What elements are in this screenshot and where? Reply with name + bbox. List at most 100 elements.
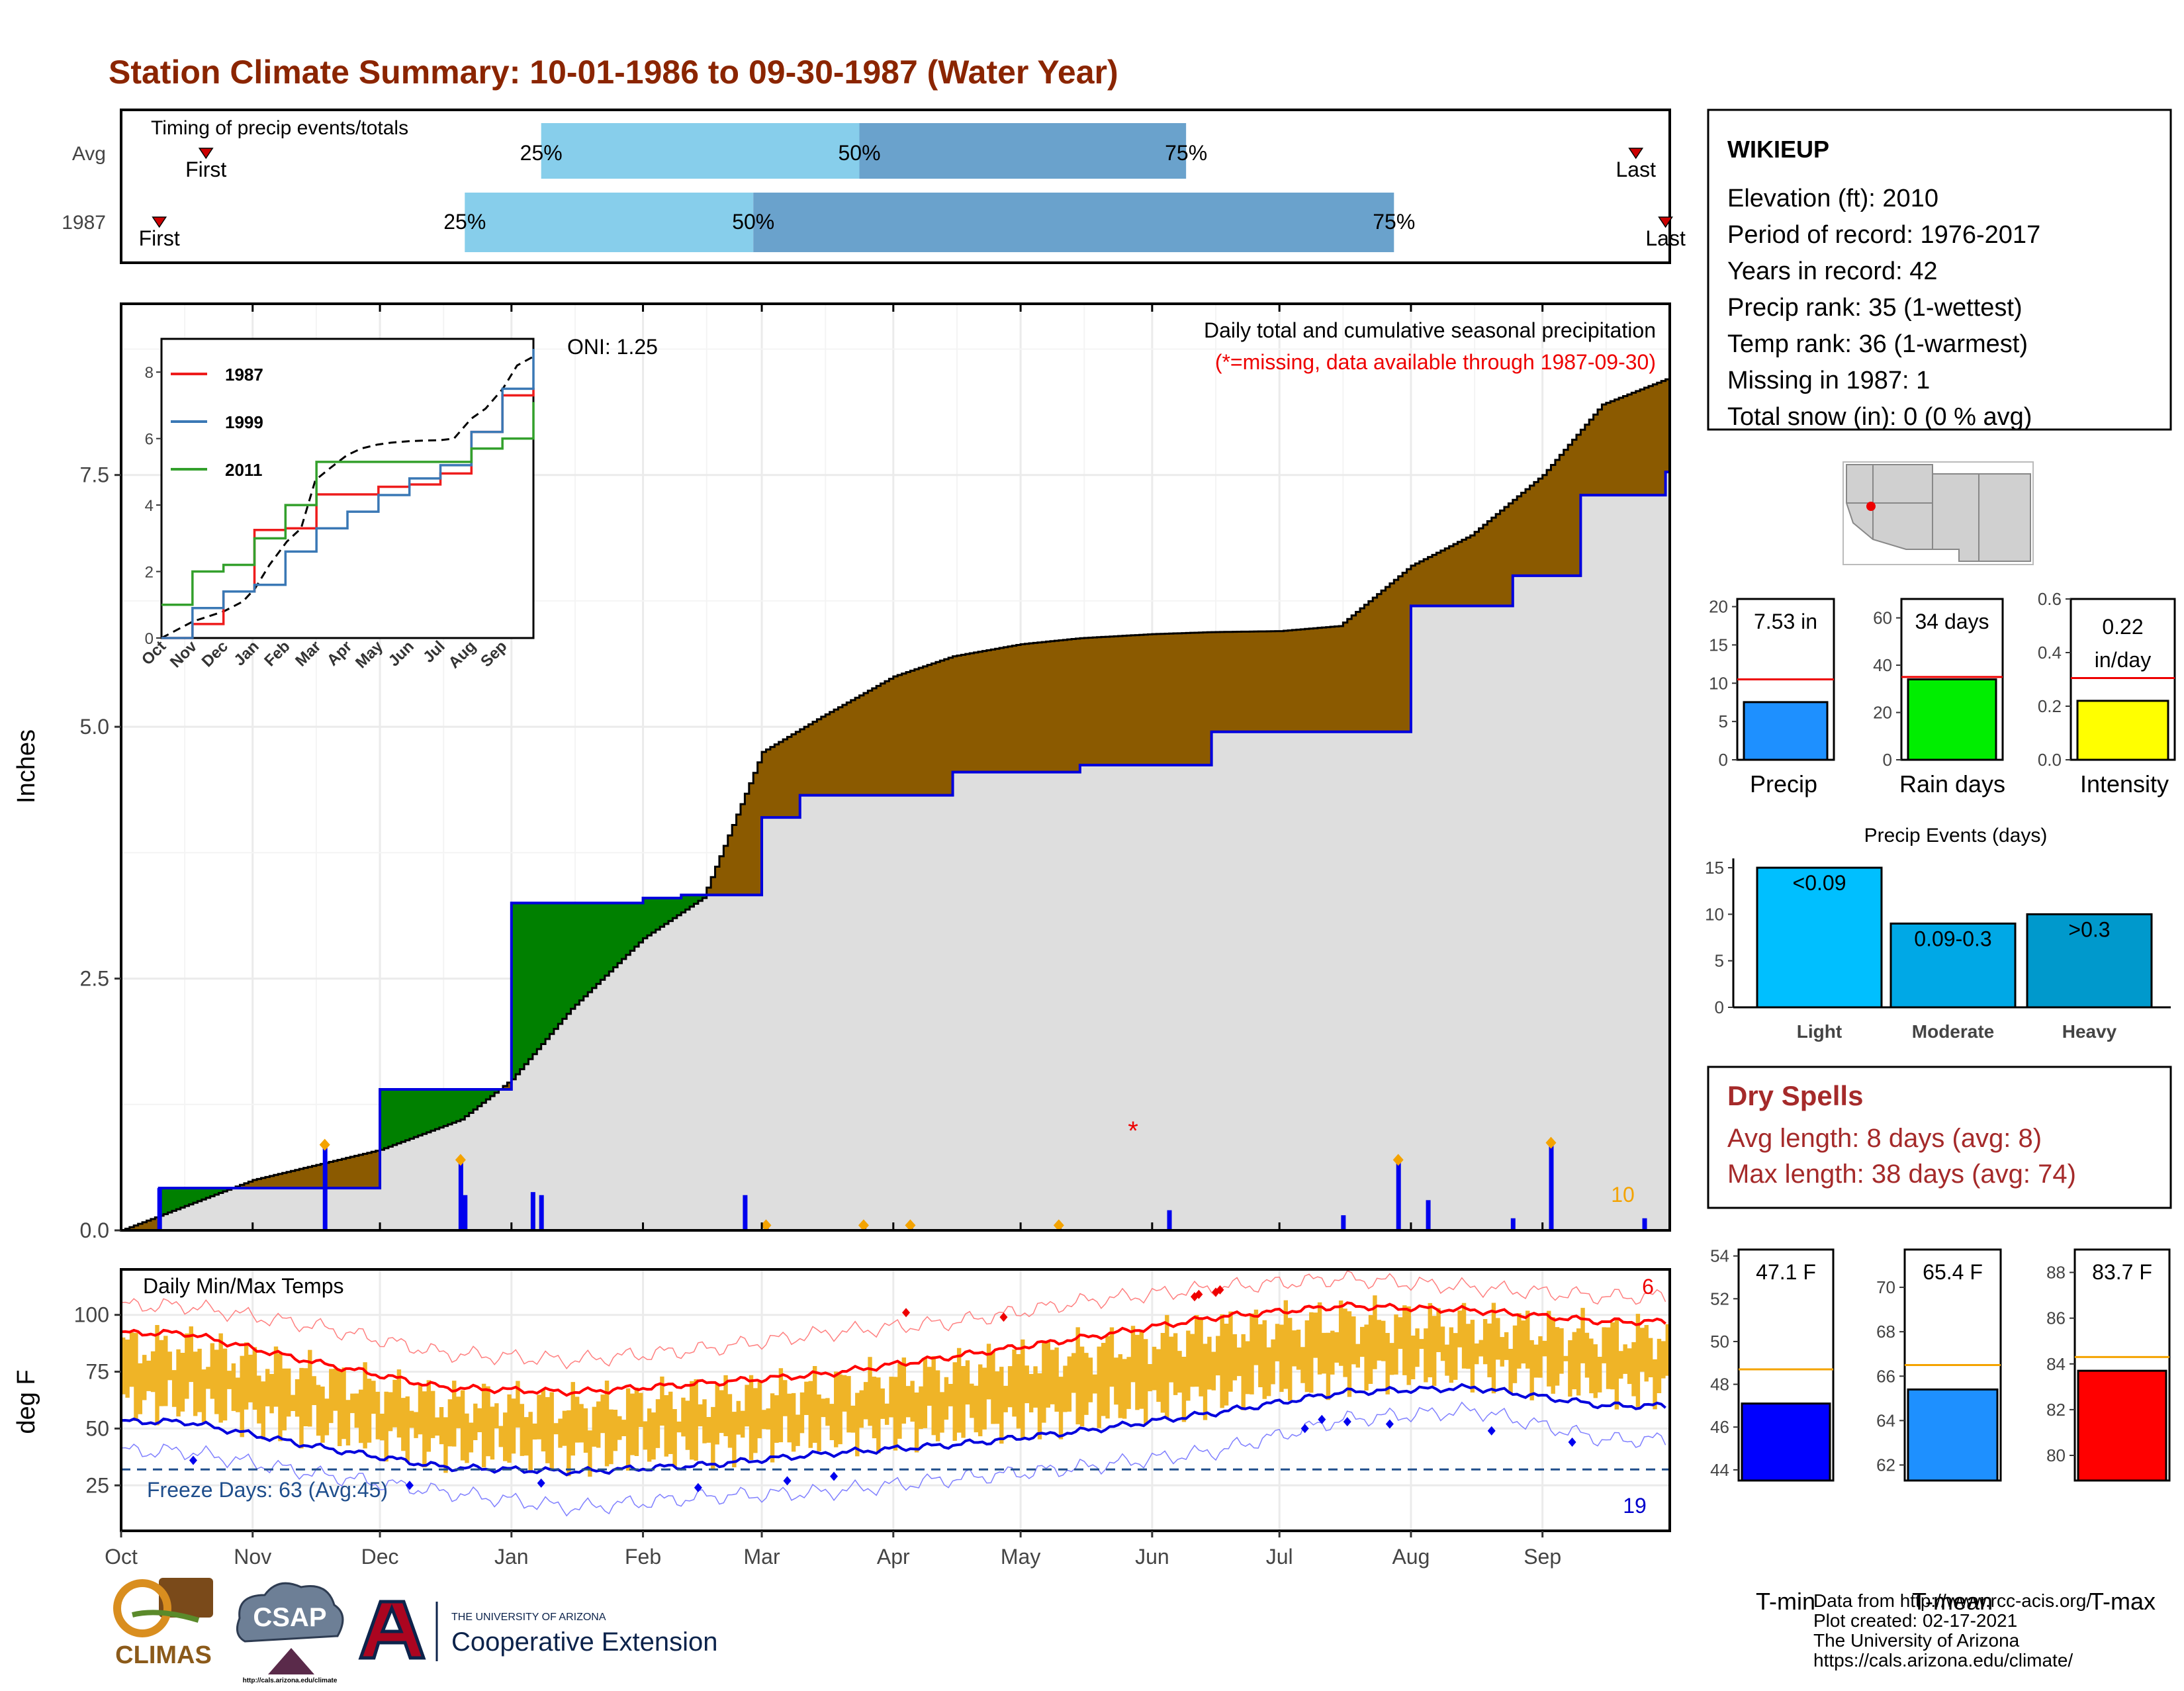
intensity-summary-value-text: 0.22	[2102, 615, 2143, 639]
timing-bar-q25-q50	[541, 123, 860, 179]
temp-summary-bars: 44 46 48 50 52 54 47.1 F 62 64 66 68 70 65.4 F 80 82 84…	[1710, 1246, 2171, 1482]
tmean-summary-ytick-label: 66	[1876, 1366, 1895, 1386]
daily-precip-bar	[458, 1160, 463, 1230]
daily-precip-bar	[1396, 1160, 1401, 1230]
ytick-label: 5.0	[80, 715, 109, 739]
month-label: Jul	[1266, 1545, 1293, 1569]
station-line-elevation: Elevation (ft): 2010	[1727, 185, 1938, 212]
raindays-summary-ytick-label: 20	[1873, 703, 1892, 723]
precip-summary-ytick-label: 15	[1709, 635, 1728, 655]
month-label: Mar	[744, 1545, 780, 1569]
intensity-summary-ytick-label: 0.2	[2038, 696, 2062, 716]
station-line-years: Years in record: 42	[1727, 257, 1938, 285]
inset-average-line	[161, 356, 533, 639]
csap-logo-text: CSAP	[253, 1603, 326, 1632]
extreme-event-diamond	[319, 1138, 330, 1151]
timing-label-75: 75%	[1165, 141, 1207, 165]
daily-precip-bar	[743, 1195, 748, 1230]
station-info-frame	[1707, 109, 2172, 431]
precip-panel: 0.0 2.5 5.0 7.5 Inches ONI: 1.25 Daily tota…	[13, 302, 1671, 1242]
tmax-bar-label: T-max	[2089, 1588, 2156, 1615]
climas-logo-backdrop	[159, 1578, 213, 1618]
events-bar-range: >0.3	[2068, 917, 2110, 941]
temp-ytick-label: 50	[85, 1416, 109, 1440]
daily-precip-bar	[1549, 1142, 1554, 1230]
tmax-summary-ytick-label: 82	[2046, 1400, 2066, 1420]
precip-panel-frame	[120, 302, 1671, 1232]
daily-precip-bar	[539, 1195, 544, 1230]
tmax-summary-ytick-label: 88	[2046, 1263, 2066, 1283]
raindays-summary-ytick-label: 0	[1883, 750, 1892, 770]
events-ytick-label: 0	[1715, 997, 1724, 1017]
extreme-event-diamond	[858, 1219, 869, 1232]
precip-summary-ytick-label: 0	[1719, 750, 1728, 770]
month-axis-labels: Oct Nov Dec Jan Feb Mar Apr May Jun Jul Aug Sep	[105, 1531, 1561, 1569]
csap-logo-url: http://cals.arizona.edu/climate	[243, 1677, 338, 1684]
tmin-bar-label: T-min	[1756, 1588, 1815, 1615]
record-high-marker	[1195, 1289, 1203, 1299]
record-low-marker	[1385, 1419, 1394, 1429]
temp-yticks: 25 50 75 100	[74, 1303, 121, 1497]
record-low-marker	[694, 1483, 702, 1492]
max-event-count: 10	[1611, 1183, 1635, 1207]
raindays-summary-value-text: 34 days	[1915, 610, 1989, 633]
month-label: Aug	[1392, 1545, 1430, 1569]
summary-bars: 0 5 10 15 20 7.53 in 0 20 40 60 34 days 0.0 0.2 0.4 0.…	[1709, 589, 2176, 770]
events-bar-name: Light	[1797, 1021, 1842, 1042]
record-low-marker	[189, 1455, 197, 1465]
precip-deficit-area	[236, 1150, 381, 1189]
legend-label-1987: 1987	[225, 365, 263, 385]
tmean-summary-ytick-label: 64	[1876, 1410, 1895, 1430]
timing-bar-q25-q50	[465, 193, 754, 252]
events-bar-range: 0.09-0.3	[1914, 927, 1991, 950]
temp-ytick-label: 100	[74, 1303, 109, 1327]
daily-precip-bar	[1510, 1218, 1516, 1230]
month-label: May	[1001, 1545, 1040, 1569]
daily-precip-bar	[1341, 1215, 1346, 1230]
inset-ytick-label: 0	[145, 630, 154, 648]
events-chart: 0 5 10 15 <0.09 Light 0.09-0.3 Moderate >0.3 Heav…	[1705, 858, 2171, 1042]
precip-subtitle: Daily total and cumulative seasonal prec…	[1204, 318, 1656, 342]
tmax-summary-ytick-label: 84	[2046, 1354, 2066, 1374]
ua-logo-small-text: THE UNIVERSITY OF ARIZONA	[451, 1612, 606, 1623]
climas-logo-sun	[113, 1579, 171, 1637]
temp-panel-frame	[120, 1268, 1671, 1532]
events-bar-heavy	[2026, 913, 2153, 1009]
events-bar-name: Heavy	[2062, 1021, 2117, 1042]
precip-bar-label: Precip	[1750, 770, 1817, 798]
month-label: Sep	[1524, 1545, 1561, 1569]
raindays-summary-ytick-label: 40	[1873, 655, 1892, 675]
record-low-marker	[537, 1478, 545, 1488]
daily-temp-range-bars	[121, 1295, 1670, 1477]
record-low-marker	[1487, 1426, 1496, 1436]
tmean-summary-ytick-label: 68	[1876, 1322, 1895, 1342]
tmin-summary-ytick-label: 52	[1710, 1289, 1729, 1308]
footer-line-url: https://cals.arizona.edu/climate/	[1813, 1650, 2073, 1670]
precip-surplus-area	[380, 1089, 503, 1150]
temp-content	[120, 1270, 1670, 1517]
tmean-summary-ytick-label: 62	[1876, 1455, 1895, 1475]
ytick-label: 2.5	[80, 967, 109, 991]
tmin-summary-ytick-label: 46	[1710, 1417, 1729, 1437]
timing-label-25: 25%	[443, 210, 486, 234]
dry-spells-frame	[1707, 1066, 2172, 1209]
csap-logo-mountain	[268, 1648, 314, 1674]
daily-precip-bar	[1642, 1218, 1647, 1230]
missing-marker: *	[1128, 1117, 1138, 1146]
daily-precip-bar	[1426, 1200, 1431, 1230]
station-info: WIKIEUP Elevation (ft): 2010 Period of r…	[1707, 109, 2172, 431]
first-event-label: First	[139, 226, 180, 250]
climas-logo-text: CLIMAS	[115, 1641, 212, 1669]
locator-map-borders	[1846, 465, 1979, 561]
oni-label: ONI: 1.25	[567, 335, 658, 359]
missing-note: (*=missing, data available through 1987-…	[1215, 350, 1656, 374]
inset-frame	[160, 338, 535, 639]
tmean-bar-label: T-mean	[1912, 1588, 1993, 1615]
tmax-summary-value-text: 83.7 F	[2092, 1260, 2152, 1284]
events-bar-range: <0.09	[1793, 871, 1846, 895]
ua-logo: THE UNIVERSITY OF ARIZONA Cooperative Ex…	[358, 1600, 717, 1661]
record-low-marker	[783, 1476, 792, 1486]
temp-panel: 25 50 75 100 Daily Min/Max Temps Freeze Day…	[13, 1268, 1671, 1569]
footer-line-created: Plot created: 02-17-2021	[1813, 1610, 2017, 1631]
